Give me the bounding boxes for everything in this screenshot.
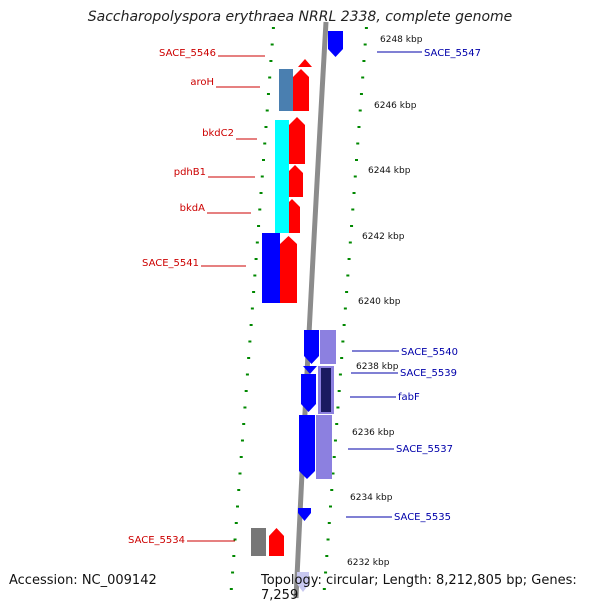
map-panel [231,20,371,600]
gene-SACE_5547 [328,31,343,57]
gene-label-right: SACE_5547 [424,48,481,59]
scale-label: 6242 kbp [362,232,405,242]
map-title: Saccharopolyspora erythraea NRRL 2338, c… [87,9,513,25]
scale-label: 6244 kbp [368,166,411,176]
operon-bar-SACE_5534 [251,528,266,556]
scale-label: 6238 kbp [356,362,399,372]
gene-SACE_5546 [298,59,312,67]
gene-label-left: SACE_5546 [159,48,216,59]
gene-SACE_5541 [280,236,297,303]
scale-label: 6246 kbp [374,101,417,111]
gene-label-left: SACE_5541 [142,258,199,269]
operon-bar-aroH [279,69,293,111]
scale-label: 6248 kbp [380,35,423,45]
gene-label-right: SACE_5539 [400,368,457,379]
gene-label-left: bkdA [180,203,205,214]
gene-label-right: SACE_5535 [394,512,451,523]
scale-label: 6234 kbp [350,493,393,503]
scale-label: 6240 kbp [358,297,401,307]
gene-SACE_5540 [304,330,319,364]
gene-label-left: SACE_5534 [128,535,185,546]
gene-label-right: fabF [398,392,420,403]
operon-bar-SACE_5540 [320,330,336,364]
gene-SACE_5537 [299,415,315,479]
gene-label-left: bkdC2 [202,128,234,139]
gene-SACE_5539 [303,366,317,374]
gene-partial [297,572,309,592]
gene-label-left: pdhB1 [174,167,206,178]
gene-aroH [293,69,309,111]
gene-label-right: SACE_5540 [401,347,458,358]
gene-SACE_5534 [269,528,284,556]
operon-bar-bkd [275,120,289,233]
scale-label: 6232 kbp [347,558,390,568]
topology-text: Topology: circular; Length: 8,212,805 bp… [261,573,577,603]
gene-label-left: aroH [190,77,214,88]
gene-bkdC2 [289,117,305,164]
operon-bar-SACE_5537 [316,415,332,479]
gene-SACE_5535 [298,508,311,521]
operon-bar-SACE_5541 [262,233,280,303]
gene-pdhB1 [287,165,303,197]
accession-text: Accession: NC_009142 [9,573,157,588]
gene-fabF [301,374,316,412]
scale-label: 6236 kbp [352,428,395,438]
gene-label-right: SACE_5537 [396,444,453,455]
operon-bar-fabF-inner [321,368,331,412]
